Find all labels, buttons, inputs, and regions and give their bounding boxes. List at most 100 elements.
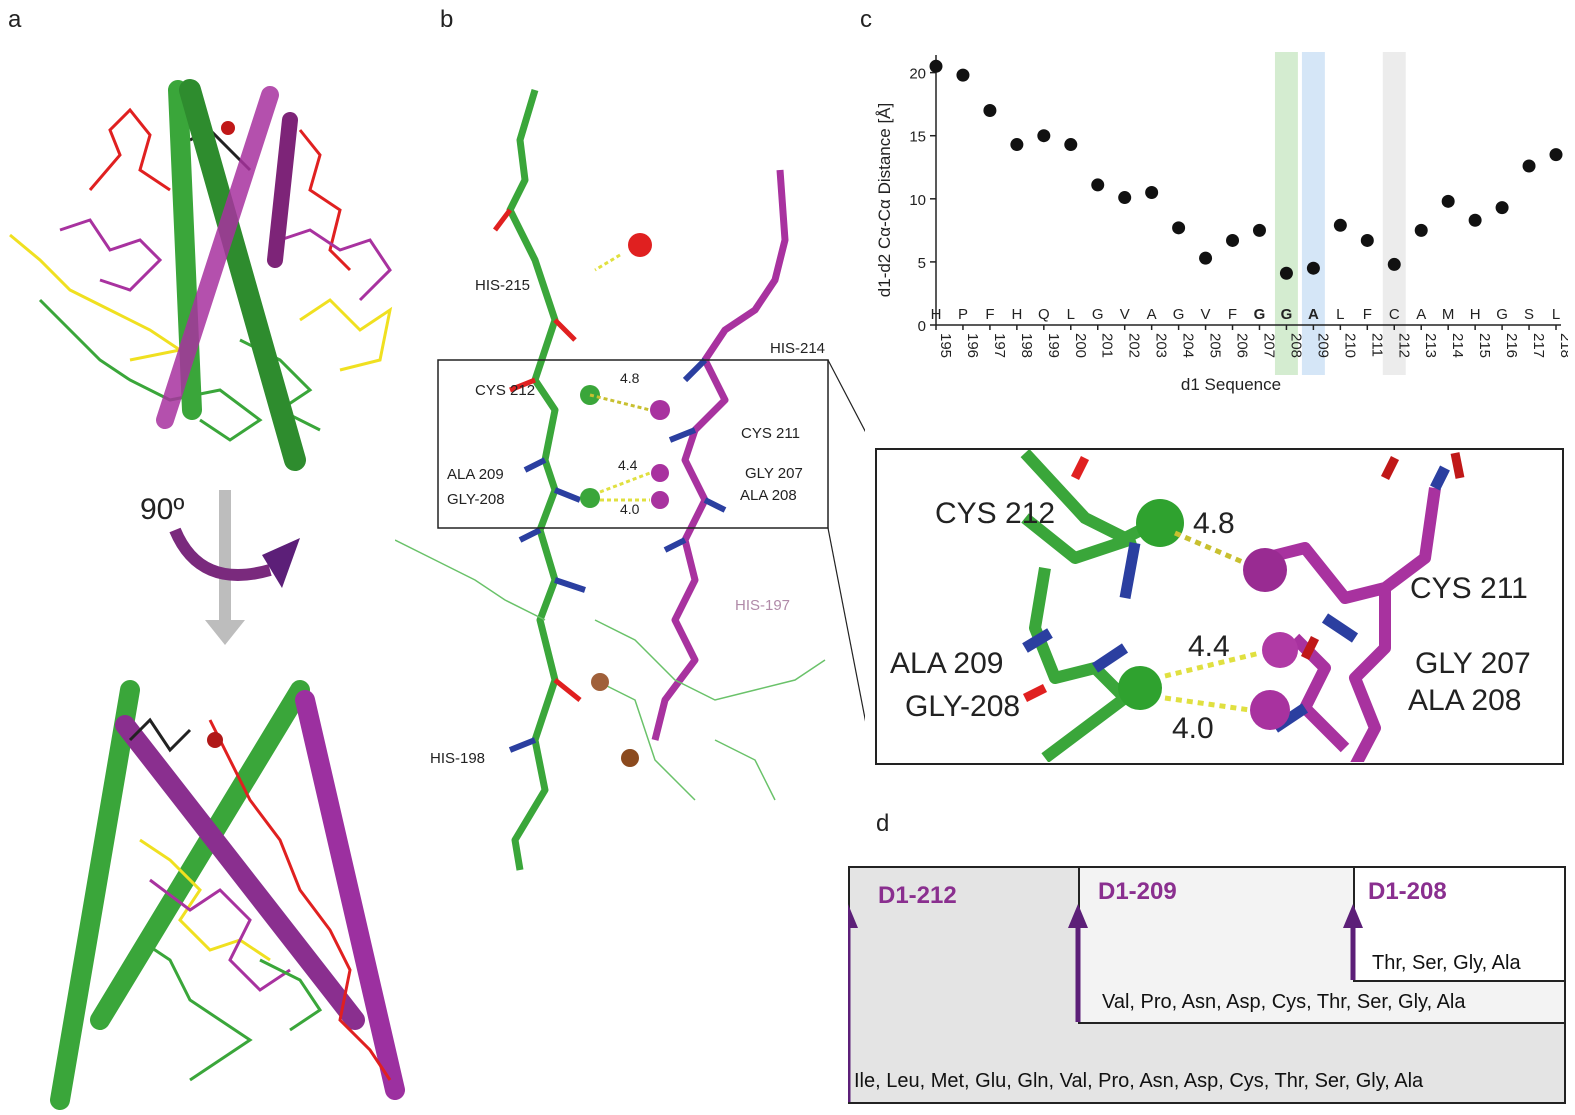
- helix-purple-3: [115, 715, 365, 1030]
- helix-purple-1: [156, 86, 279, 429]
- data-point-204: [1172, 221, 1186, 235]
- label-cys-211: CYS 211: [741, 425, 800, 442]
- x-tick-label: 216: [1503, 333, 1520, 358]
- x-tick-label: 197: [991, 333, 1008, 358]
- data-point-215: [1468, 213, 1482, 227]
- x-tick-label: 210: [1341, 333, 1358, 358]
- residue-label: F: [985, 306, 994, 323]
- data-point-216: [1495, 201, 1509, 215]
- list-d1-212: Ile, Leu, Met, Glu, Gln, Val, Pro, Asn, …: [854, 1070, 1424, 1092]
- distance-4-8: 4.8: [620, 370, 640, 386]
- panel-d-arrows: [848, 904, 1363, 1102]
- distance-chart: 0 5 10 15 20 195 H 196 P 197 F 198 H 199 Q 200 L 201 G 202 V…: [875, 52, 1568, 394]
- panel-label-c: c: [860, 6, 872, 33]
- zoom-label-gly-208: GLY-208: [905, 690, 1020, 723]
- x-tick-label: 209: [1314, 333, 1331, 358]
- y-tick-label: 10: [909, 192, 926, 209]
- data-point-211: [1360, 233, 1374, 247]
- rotation-label: 90º: [140, 493, 185, 526]
- list-d1-208: Thr, Ser, Gly, Ala: [1372, 952, 1521, 974]
- panel-label-d: d: [876, 810, 890, 837]
- x-tick-label: 207: [1260, 333, 1277, 358]
- data-point-201: [1091, 178, 1105, 192]
- x-tick-label: 213: [1422, 333, 1439, 358]
- x-tick-label: 202: [1126, 333, 1143, 358]
- label-gly-208: GLY-208: [447, 491, 505, 508]
- zoom-distance-4-4: 4.4: [1188, 630, 1230, 663]
- distance-4-4: 4.4: [618, 457, 638, 473]
- x-tick-label: 201: [1099, 333, 1116, 358]
- residue-label: M: [1442, 306, 1455, 323]
- distance-4-0: 4.0: [620, 501, 640, 517]
- box-d1-208: [1353, 866, 1566, 982]
- data-point-214: [1441, 194, 1455, 208]
- residue-label: G: [1496, 306, 1508, 323]
- residue-label: A: [1308, 306, 1319, 323]
- y-tick-label: 5: [918, 255, 926, 272]
- x-tick-label: 198: [1018, 333, 1035, 358]
- panel-label-a: a: [8, 6, 22, 33]
- residue-label: P: [958, 306, 968, 323]
- residue-label: F: [1363, 306, 1372, 323]
- y-tick-label: 0: [918, 318, 926, 335]
- green-backbone: [506, 88, 559, 871]
- chart-y-axis-label: d1-d2 Cα-Cα Distance [Å]: [875, 103, 894, 297]
- x-tick-label: 195: [937, 333, 954, 358]
- residue-label: G: [1281, 306, 1293, 323]
- panel-d-table: D1-212 D1-209 D1-208 Ile, Leu, Met, Glu,…: [848, 866, 1566, 1104]
- residue-label: C: [1389, 306, 1400, 323]
- x-tick-label: 215: [1476, 333, 1493, 358]
- residue-label: G: [1254, 306, 1266, 323]
- helix-green-2: [179, 79, 306, 471]
- zoom-label-cys-212: CYS 212: [935, 497, 1055, 530]
- highlight-band-208: [1274, 52, 1298, 375]
- residue-label: H: [1470, 306, 1481, 323]
- data-point-206: [1226, 233, 1240, 247]
- residue-label: G: [1173, 306, 1185, 323]
- label-his-198: HIS-198: [430, 750, 485, 767]
- residue-label: L: [1336, 306, 1344, 323]
- zoom-distance-4-8: 4.8: [1193, 507, 1235, 540]
- residue-label: L: [1552, 306, 1560, 323]
- panel-label-b: b: [440, 6, 454, 33]
- helix-purple-2: [267, 112, 298, 268]
- x-tick-label: 204: [1180, 333, 1197, 358]
- label-his-215: HIS-215: [475, 277, 530, 294]
- data-point-202: [1118, 191, 1132, 205]
- residue-label: S: [1524, 306, 1534, 323]
- data-point-203: [1145, 186, 1159, 199]
- zoom-region-box: [437, 359, 829, 529]
- helix-purple-4: [295, 690, 405, 1100]
- x-tick-label: 205: [1207, 333, 1224, 358]
- x-tick-label: 200: [1072, 333, 1089, 358]
- x-tick-label: 199: [1045, 333, 1062, 358]
- y-tick-label: 20: [909, 66, 926, 83]
- helix-green-4: [90, 680, 310, 1030]
- data-point-196: [956, 68, 970, 82]
- data-point-200: [1064, 138, 1078, 152]
- data-point-197: [983, 103, 997, 117]
- x-tick-label: 203: [1153, 333, 1170, 358]
- x-tick-label: 212: [1395, 333, 1412, 358]
- title-d1-209: D1-209: [1098, 878, 1177, 905]
- zoom-label-cys-211: CYS 211: [1410, 572, 1528, 605]
- label-gly-207: GLY 207: [745, 465, 803, 482]
- x-tick-label: 208: [1287, 333, 1304, 358]
- label-his-214: HIS-214: [770, 340, 825, 357]
- data-point-205: [1199, 251, 1213, 265]
- residue-label: A: [1147, 306, 1157, 323]
- title-d1-212: D1-212: [878, 882, 957, 909]
- residue-label: V: [1201, 306, 1211, 323]
- data-point-210: [1333, 218, 1347, 232]
- data-point-208: [1279, 266, 1293, 280]
- x-tick-label: 214: [1449, 333, 1466, 358]
- y-tick-label: 15: [909, 129, 926, 146]
- data-point-218: [1549, 148, 1563, 162]
- zoom-label-gly-207: GLY 207: [1415, 647, 1531, 680]
- panel-b-structure: HIS-215 HIS-214 CYS 212 CYS 211 ALA 209 …: [395, 88, 865, 871]
- residue-label: Q: [1038, 306, 1050, 323]
- data-point-195: [929, 59, 943, 73]
- residue-label: H: [1011, 306, 1022, 323]
- chart-x-axis-label: d1 Sequence: [1181, 375, 1281, 394]
- data-point-217: [1522, 159, 1536, 173]
